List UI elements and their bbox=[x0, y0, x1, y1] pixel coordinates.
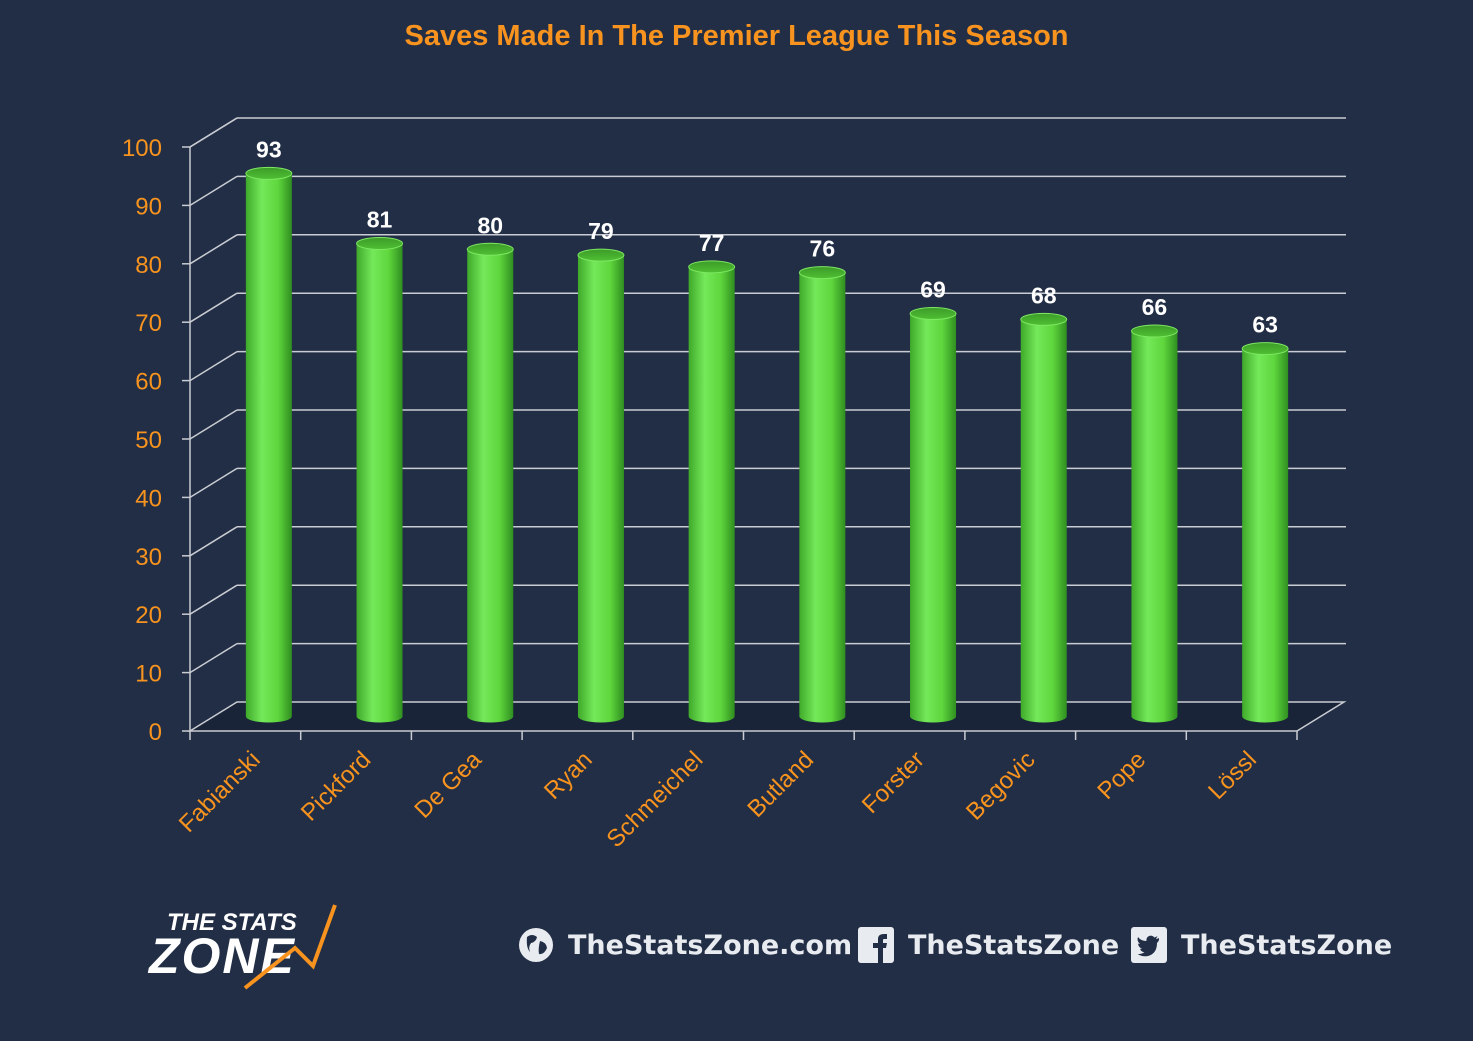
x-axis: Fabianski Pickford De Gea Ryan Schmeichel But… bbox=[174, 731, 1298, 853]
gridline-depth bbox=[189, 234, 238, 265]
y-tick-label: 40 bbox=[135, 485, 162, 512]
bar-cap bbox=[356, 236, 404, 250]
globe-icon bbox=[519, 928, 553, 962]
twitter-label: TheStatsZone bbox=[1181, 929, 1393, 961]
website-link[interactable]: TheStatsZone.com bbox=[518, 925, 852, 965]
bar-body bbox=[688, 266, 735, 723]
x-tick-label: Begovic bbox=[961, 746, 1040, 825]
y-tick-label: 50 bbox=[135, 427, 162, 454]
gridline-depth bbox=[189, 467, 238, 499]
y-axis: 0 10 20 30 40 50 60 70 80 90 100 bbox=[122, 117, 238, 746]
bar: 63 bbox=[1241, 312, 1289, 723]
gridline-depth bbox=[189, 409, 238, 440]
bar-body bbox=[245, 173, 292, 723]
bar-cap bbox=[466, 242, 514, 256]
gridline-depth bbox=[189, 584, 238, 615]
x-tick-label: Butland bbox=[742, 746, 819, 823]
bar-body bbox=[356, 243, 403, 723]
twitter-icon bbox=[1131, 927, 1167, 963]
twitter-link[interactable]: TheStatsZone bbox=[1131, 925, 1392, 965]
bar-cap bbox=[245, 166, 293, 180]
y-tick-label: 10 bbox=[135, 661, 162, 688]
bar-body bbox=[467, 249, 514, 723]
facebook-icon bbox=[858, 927, 894, 963]
bar: 68 bbox=[1020, 282, 1068, 723]
x-tick-label: Lössl bbox=[1203, 746, 1262, 805]
website-label: TheStatsZone.com bbox=[568, 929, 853, 961]
data-label: 69 bbox=[920, 277, 946, 303]
logo-line2: ZONE bbox=[147, 928, 296, 984]
bar-body bbox=[799, 272, 846, 723]
data-label: 81 bbox=[367, 206, 393, 232]
y-tick-label: 30 bbox=[135, 544, 162, 571]
x-tick-label: Forster bbox=[857, 746, 930, 819]
logo-line1: THE STATS bbox=[167, 909, 297, 936]
bar-cap bbox=[798, 266, 846, 280]
gridline-depth bbox=[189, 292, 238, 323]
x-tick-label: De Gea bbox=[409, 746, 487, 824]
x-tick-label: Pickford bbox=[296, 746, 376, 826]
bar: 66 bbox=[1130, 294, 1178, 723]
y-tick-label: 100 bbox=[122, 135, 162, 162]
facebook-link[interactable]: TheStatsZone bbox=[858, 925, 1119, 965]
bar: 80 bbox=[466, 212, 514, 723]
gridline-depth bbox=[189, 350, 238, 382]
x-tick-label: Pope bbox=[1092, 746, 1151, 805]
bar-cap bbox=[1241, 342, 1289, 356]
bar-cap bbox=[1130, 324, 1178, 338]
gridline-depth bbox=[189, 175, 238, 207]
bar: 79 bbox=[577, 218, 625, 723]
bar: 69 bbox=[909, 277, 957, 723]
y-tick-label: 90 bbox=[135, 193, 162, 220]
bar: 77 bbox=[688, 230, 736, 723]
y-axis-top bbox=[189, 117, 238, 148]
bar-cap bbox=[909, 307, 957, 321]
y-tick-label: 0 bbox=[149, 719, 162, 746]
x-tick-label: Schmeichel bbox=[602, 746, 709, 853]
y-tick-label: 60 bbox=[135, 369, 162, 396]
chart-title: Saves Made In The Premier League This Se… bbox=[404, 20, 1069, 52]
data-label: 66 bbox=[1142, 294, 1168, 320]
gridline-depth bbox=[189, 526, 238, 557]
y-tick-label: 80 bbox=[135, 252, 162, 279]
x-tick-label: Ryan bbox=[539, 746, 598, 805]
data-label: 77 bbox=[699, 230, 725, 256]
y-tick-label: 20 bbox=[135, 602, 162, 629]
bar-body bbox=[1020, 319, 1067, 723]
gridline-depth bbox=[189, 642, 238, 674]
bar: 81 bbox=[356, 206, 404, 723]
bar: 76 bbox=[798, 236, 846, 723]
bar-body bbox=[1131, 331, 1178, 723]
data-label: 63 bbox=[1252, 312, 1278, 338]
bars: 93 81 80 79 77 76 69 68 66 63 bbox=[245, 136, 1289, 723]
data-label: 93 bbox=[256, 136, 282, 162]
bar-cap bbox=[1020, 312, 1068, 326]
y-tick-label: 70 bbox=[135, 310, 162, 337]
facebook-label: TheStatsZone bbox=[908, 929, 1120, 961]
data-label: 80 bbox=[477, 212, 503, 238]
bar-body bbox=[577, 255, 624, 723]
bar-body bbox=[910, 313, 957, 723]
bar: 93 bbox=[245, 136, 293, 723]
bar-cap bbox=[577, 248, 625, 262]
data-label: 76 bbox=[810, 236, 836, 262]
stats-zone-logo: THE STATS ZONE bbox=[147, 904, 337, 990]
bar-body bbox=[1242, 348, 1289, 723]
data-label: 79 bbox=[588, 218, 614, 244]
x-tick-label: Fabianski bbox=[174, 746, 266, 838]
bar-cap bbox=[688, 260, 736, 274]
data-label: 68 bbox=[1031, 282, 1057, 308]
